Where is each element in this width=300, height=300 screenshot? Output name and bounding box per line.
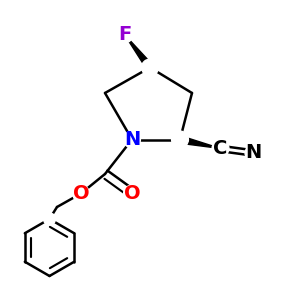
Circle shape bbox=[116, 26, 133, 43]
Polygon shape bbox=[124, 34, 153, 70]
Polygon shape bbox=[179, 136, 220, 148]
Circle shape bbox=[142, 59, 158, 76]
Circle shape bbox=[245, 145, 262, 161]
Circle shape bbox=[124, 185, 140, 202]
Circle shape bbox=[172, 131, 188, 148]
Circle shape bbox=[73, 185, 89, 202]
Text: C: C bbox=[213, 139, 228, 158]
Circle shape bbox=[44, 213, 56, 225]
Text: N: N bbox=[124, 130, 140, 149]
Circle shape bbox=[212, 140, 229, 157]
Text: O: O bbox=[124, 184, 140, 203]
Circle shape bbox=[124, 131, 140, 148]
Text: N: N bbox=[245, 143, 262, 163]
Text: F: F bbox=[118, 25, 131, 44]
Text: O: O bbox=[73, 184, 89, 203]
